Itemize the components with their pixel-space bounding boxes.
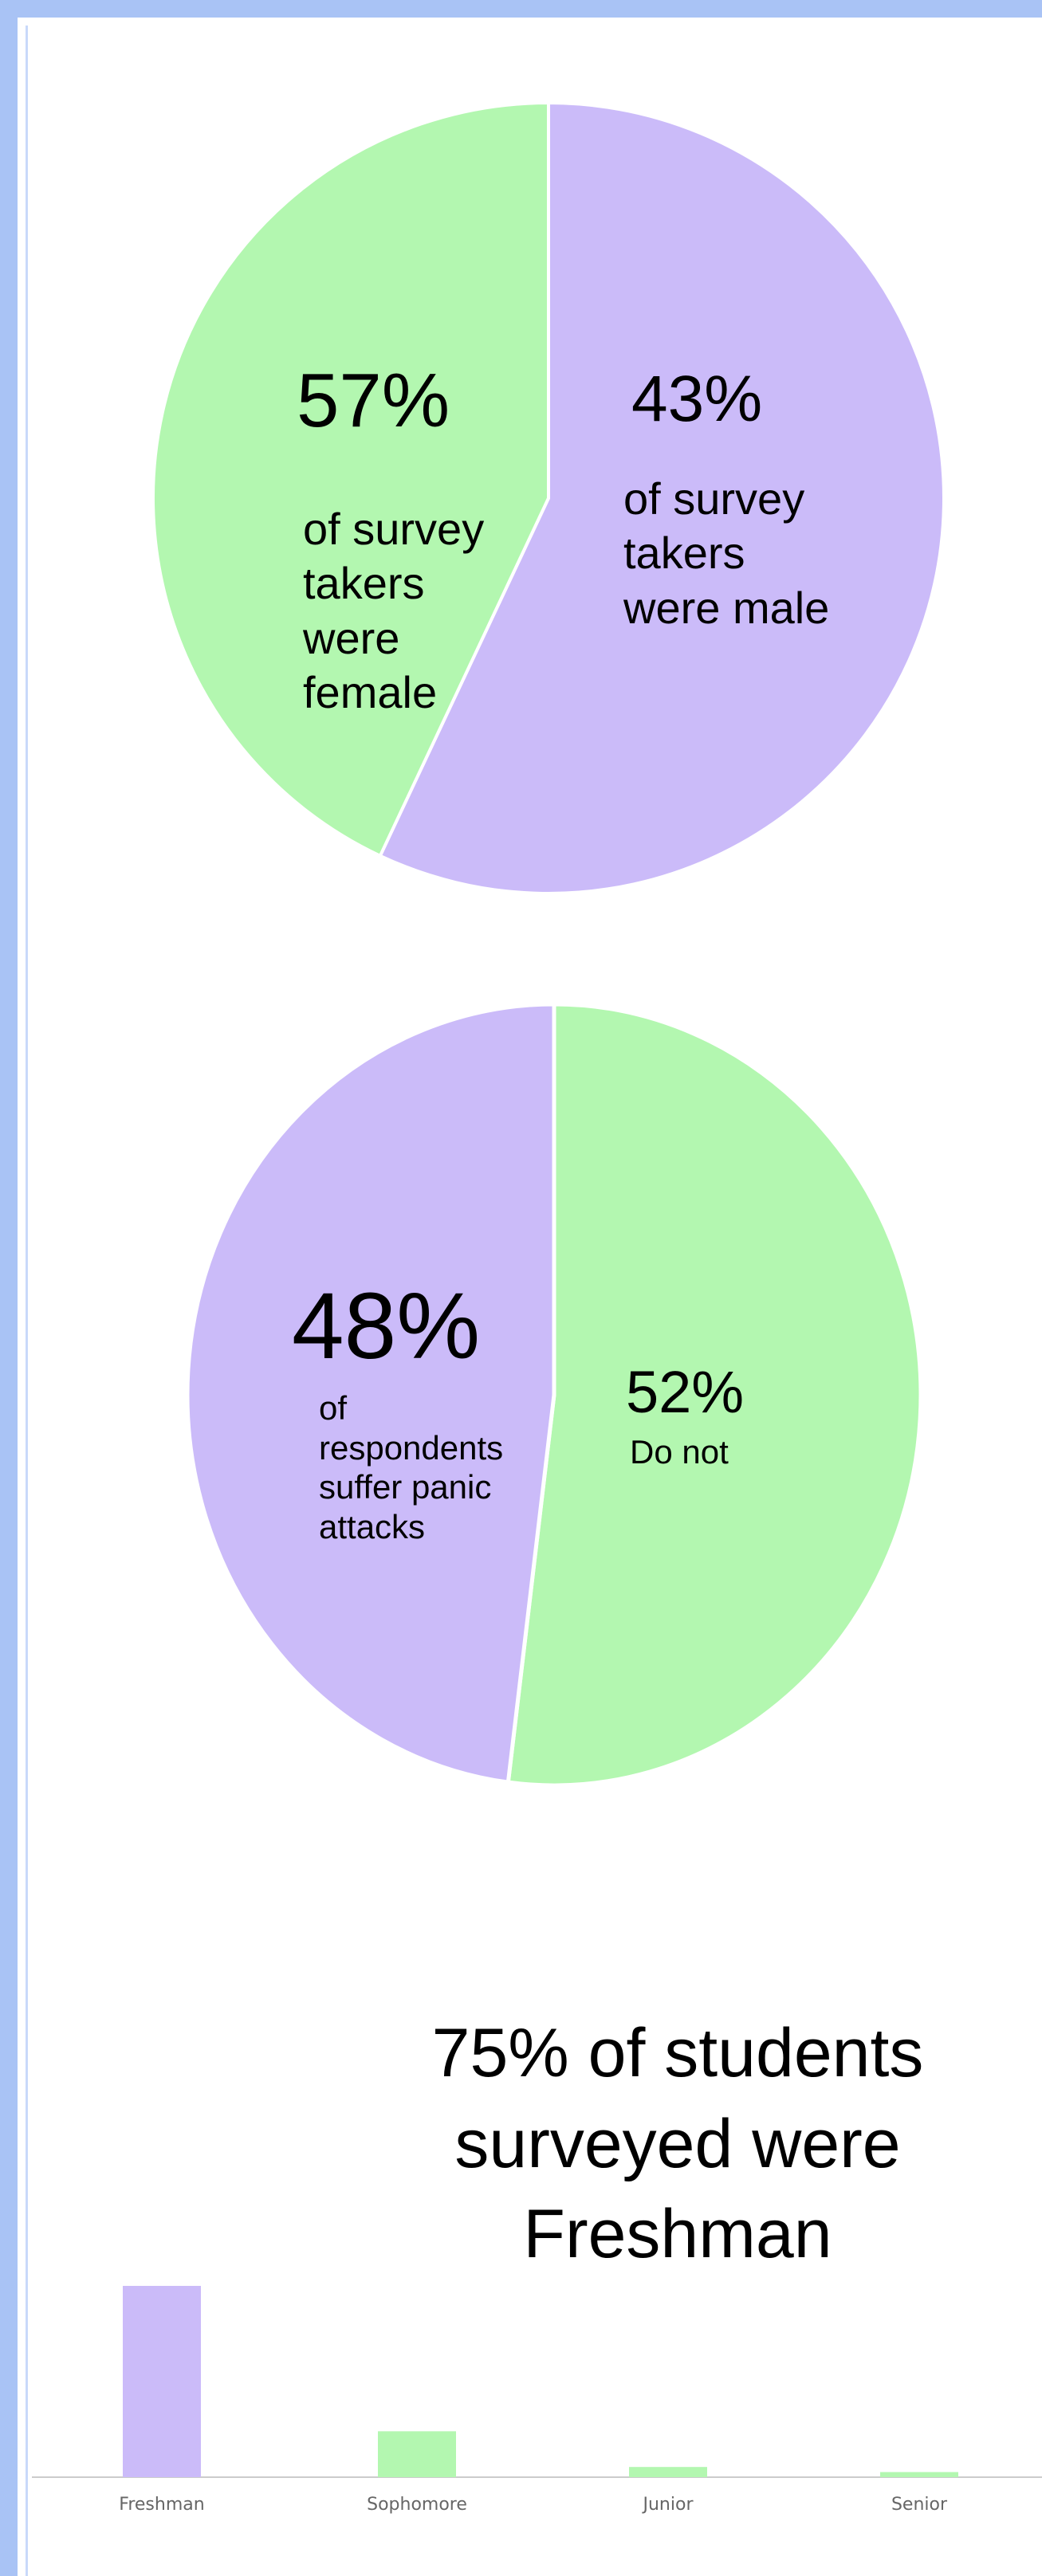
female-percent-label: 57%: [297, 358, 450, 443]
panic-percent-label: 48%: [292, 1274, 481, 1379]
bar-senior: [880, 2472, 958, 2477]
x-tick-junior: Junior: [643, 2495, 694, 2515]
panic-pie-slice-suffer-panic-attacks: [185, 1002, 556, 1785]
gender-pie-slice-female: [378, 100, 946, 895]
x-tick-freshman: Freshman: [119, 2495, 205, 2515]
female-description: of survey takers were female: [303, 504, 485, 717]
panic-description: of respondents suffer panic attacks: [319, 1389, 504, 1545]
male-percent-label: 43%: [631, 363, 763, 435]
bar-sophomore: [378, 2431, 456, 2477]
male-description: of survey takers were male: [623, 473, 830, 633]
frame-inner-line: [26, 26, 28, 2576]
bar-chart-title: 75% of students surveyed were Freshman: [431, 2015, 924, 2273]
x-tick-sophomore: Sophomore: [367, 2495, 467, 2515]
bar-freshman: [123, 2286, 201, 2477]
gender-pie-slice-male: [151, 100, 550, 858]
no-panic-description: Do not: [630, 1433, 729, 1471]
panic-pie-slice-do-not: [505, 1002, 923, 1788]
x-tick-senior: Senior: [891, 2495, 948, 2515]
no-panic-percent-label: 52%: [626, 1359, 745, 1425]
bar-junior: [629, 2467, 707, 2477]
